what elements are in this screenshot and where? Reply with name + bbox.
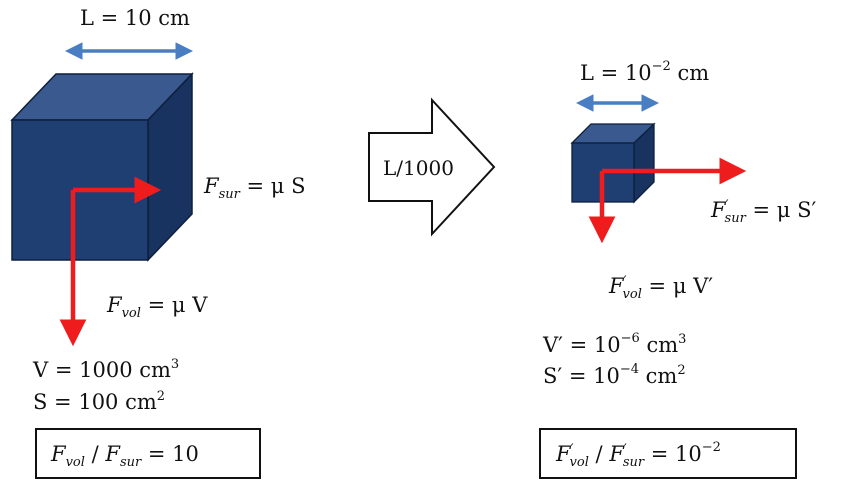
left-ratio-box [35, 428, 261, 479]
right-volume-value: V′ = 10−6 cm3 [542, 331, 686, 357]
left-volume-value: V = 1000 cm3 [32, 357, 179, 382]
right-ratio-formula: F′ vol / F′ sur = 10−2 [555, 440, 721, 470]
large-cube [10, 72, 194, 262]
left-surface-value: S = 100 cm2 [33, 389, 165, 414]
scale-down-arrow [368, 97, 496, 237]
right-ratio-box [539, 428, 797, 479]
right-volume-force-formula: F′ vol = μ V′ [608, 274, 713, 302]
left-surface-force-formula: Fsur = μ S [203, 174, 306, 202]
left-ratio-formula: Fvol / Fsur = 10 [50, 442, 199, 470]
small-cube [570, 122, 656, 204]
right-surface-value: S′ = 10−4 cm2 [543, 362, 686, 388]
scale-factor-label: L/1000 [383, 156, 454, 180]
right-surface-force-formula: F′ sur = μ S′ [710, 198, 816, 226]
left-length-label: L = 10 cm [80, 6, 190, 30]
left-volume-force-formula: Fvol = μ V [106, 293, 208, 321]
right-length-label: L = 10−2 cm [580, 59, 709, 85]
